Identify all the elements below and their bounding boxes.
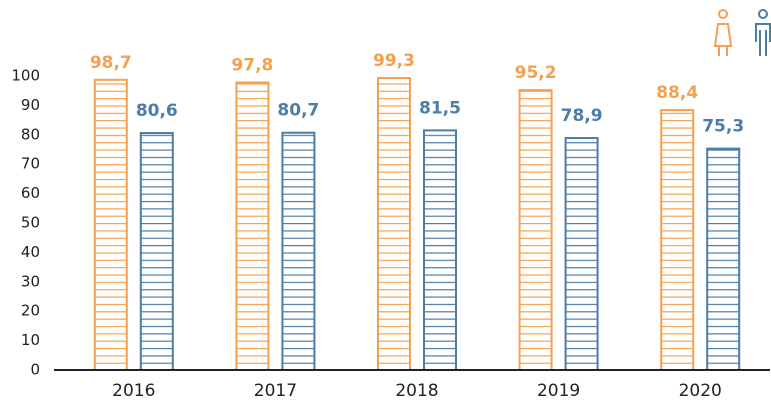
value-label: 98,7 — [90, 53, 132, 73]
bar — [660, 109, 695, 371]
bar — [281, 131, 316, 371]
x-tick-label: 2018 — [395, 381, 438, 401]
y-tick-label: 30 — [21, 272, 40, 290]
y-tick-label: 60 — [21, 184, 40, 202]
value-label: 75,3 — [702, 117, 744, 137]
value-label: 80,6 — [136, 101, 178, 121]
female-icon — [713, 9, 733, 56]
y-tick-label: 20 — [21, 302, 40, 320]
y-tick-label: 50 — [21, 214, 40, 232]
bar — [423, 129, 457, 371]
x-tick-label: 2019 — [537, 381, 580, 401]
y-tick-label: 40 — [21, 243, 40, 261]
male-icon — [755, 9, 771, 56]
value-label: 88,4 — [656, 83, 698, 103]
x-tick-label: 2017 — [254, 381, 297, 401]
value-label: 80,7 — [277, 101, 319, 121]
bar — [706, 147, 741, 371]
x-tick-label: 2016 — [112, 381, 155, 401]
bar — [377, 77, 411, 371]
y-tick-label: 10 — [21, 331, 40, 349]
bar — [139, 132, 174, 371]
x-tick-label: 2020 — [679, 381, 722, 401]
bar — [235, 81, 270, 372]
value-label: 81,5 — [419, 98, 461, 118]
value-label: 95,2 — [515, 63, 557, 83]
y-tick-label: 100 — [11, 67, 40, 85]
y-tick-label: 0 — [30, 361, 40, 379]
bar — [93, 78, 128, 372]
y-tick-label: 70 — [21, 155, 40, 173]
y-tick-label: 80 — [21, 125, 40, 143]
value-label: 78,9 — [561, 106, 603, 126]
y-tick-label: 90 — [21, 96, 40, 114]
bar — [564, 137, 599, 371]
value-label: 97,8 — [231, 55, 273, 75]
value-label: 99,3 — [373, 51, 415, 71]
bar — [518, 89, 553, 371]
